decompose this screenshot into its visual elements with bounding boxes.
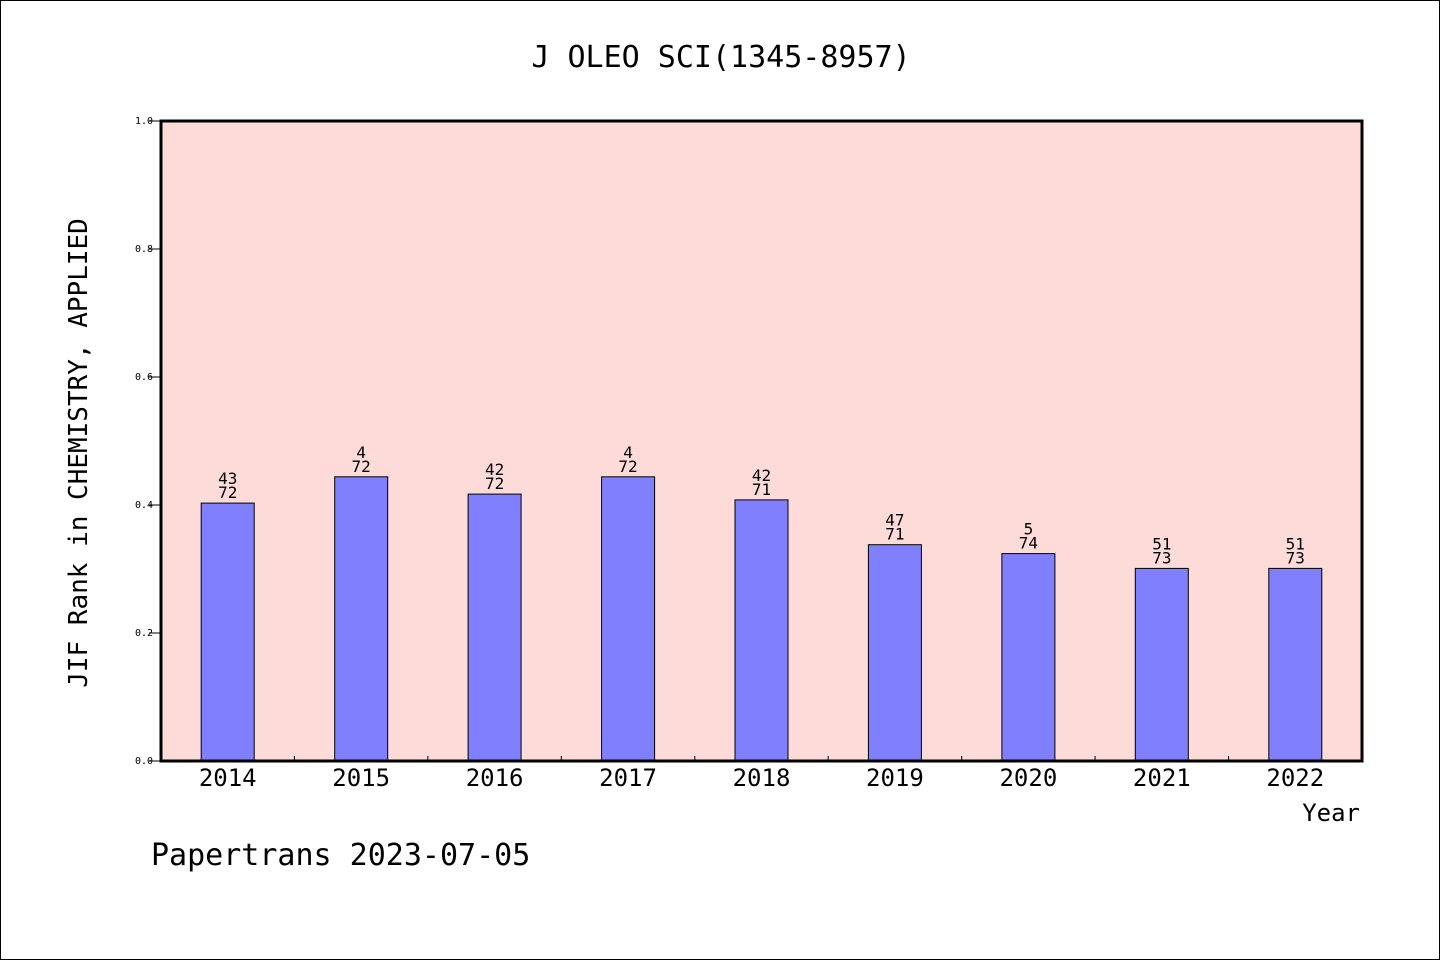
y-tick-label-0.6: 0.6: [135, 372, 153, 383]
bar-2022: [1268, 567, 1323, 762]
bar-label-top-2022: 51: [1286, 534, 1305, 553]
x-tick-label-2022: 2022: [1266, 764, 1324, 792]
bar-label-bottom-2019: 71: [885, 525, 904, 544]
bar-label-top-2021: 51: [1152, 534, 1171, 553]
chart-title: J OLEO SCI(1345-8957): [531, 40, 910, 75]
x-tick-label-2015: 2015: [332, 764, 390, 792]
x-tick-label-2016: 2016: [466, 764, 524, 792]
x-tick-label-2019: 2019: [866, 764, 924, 792]
bar-2014: [200, 502, 255, 762]
bar-2015: [334, 476, 389, 762]
y-tick-label-0.4: 0.4: [135, 500, 153, 511]
bar-2016: [467, 493, 522, 762]
bar-label-top-2020: 5: [1024, 520, 1034, 539]
x-tick-label-2014: 2014: [199, 764, 257, 792]
y-axis-label: JIF Rank in CHEMISTRY, APPLIED: [64, 218, 94, 688]
bar-2018: [734, 499, 789, 762]
bar-2017: [601, 476, 656, 762]
bar-2019: [867, 544, 922, 762]
y-tick-label-0.8: 0.8: [135, 244, 153, 255]
y-tick-label-0.2: 0.2: [135, 628, 153, 639]
plot-border: [159, 119, 1364, 763]
bar-label-bottom-2015: 72: [352, 457, 371, 476]
bar-label-top-2018: 42: [752, 466, 771, 485]
y-axis-ticks: 0.0 0.2 0.4 0.6 0.8 1.0: [135, 116, 161, 767]
bar-label-bottom-2017: 72: [618, 457, 637, 476]
bar-label-bottom-2021: 73: [1152, 548, 1171, 567]
bar-label-bottom-2014: 72: [218, 483, 237, 502]
footer-credit: Papertrans 2023-07-05: [151, 838, 530, 873]
x-tick-label-2021: 2021: [1133, 764, 1191, 792]
bar-label-bottom-2022: 73: [1286, 548, 1305, 567]
bar-label-bottom-2020: 74: [1019, 534, 1038, 553]
bar-2020: [1001, 553, 1056, 762]
x-axis-ticks: 2014 2015 2016 2017 2018 2019 2020 2021 2022: [199, 756, 1324, 792]
bar-label-top-2015: 4: [356, 443, 366, 462]
y-tick-label-1.0: 1.0: [135, 116, 153, 127]
bar-label-bottom-2018: 71: [752, 480, 771, 499]
x-tick-label-2017: 2017: [599, 764, 657, 792]
bar-label-top-2017: 4: [623, 443, 633, 462]
bar-label-top-2014: 43: [218, 469, 237, 488]
bar-label-bottom-2016: 72: [485, 474, 504, 493]
bar-2021: [1134, 567, 1189, 762]
y-tick-label-0.0: 0.0: [135, 756, 153, 767]
x-tick-label-2018: 2018: [733, 764, 791, 792]
x-axis-label: Year: [1302, 799, 1360, 827]
x-tick-label-2020: 2020: [999, 764, 1057, 792]
bar-label-top-2016: 42: [485, 460, 504, 479]
bar-label-top-2019: 47: [885, 511, 904, 530]
bars-group: [200, 476, 1323, 762]
